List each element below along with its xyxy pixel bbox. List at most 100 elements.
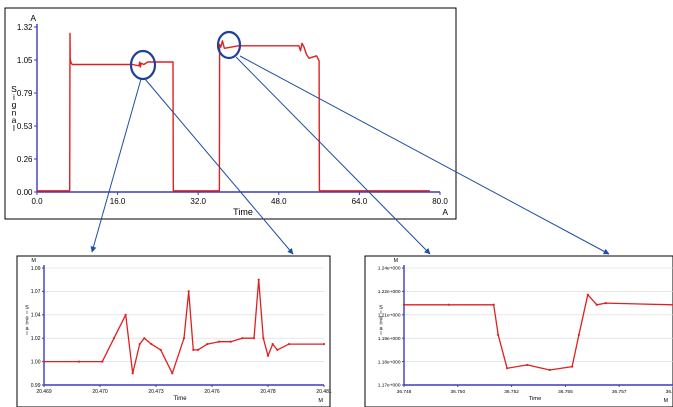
right-data-point — [402, 303, 406, 306]
right-x-tick-label: 36.755 — [558, 389, 573, 395]
left-data-point — [262, 337, 265, 340]
left-data-point — [206, 342, 209, 346]
left-x-tick-label: 20.481 — [316, 389, 332, 395]
right-data-point — [577, 333, 580, 336]
right-data-point — [595, 303, 598, 306]
zoom-callout-circle-2 — [216, 30, 242, 60]
right-data-point — [447, 303, 450, 306]
right-data-point — [526, 363, 529, 367]
zoom-connector-arrow — [235, 56, 431, 255]
right-data-point — [586, 293, 589, 296]
right-x-tick-label: 36.752 — [504, 389, 519, 395]
left-data-point — [171, 372, 174, 375]
left-y-tick-label: 1.09 — [31, 266, 41, 272]
left-data-point — [229, 340, 232, 343]
right-x-tick-label: 36.757 — [612, 389, 627, 395]
left-data-point — [252, 337, 256, 340]
main-x-tick-label: 80.0 — [432, 197, 448, 206]
right-y-tick-label: 1.24e+000 — [378, 266, 401, 272]
left-data-point — [196, 348, 200, 351]
left-data-point — [271, 342, 274, 346]
left-data-point — [287, 342, 291, 346]
left-data-point — [138, 342, 141, 346]
left-data-point — [42, 360, 46, 363]
right-x-tick-label: 36.760 — [666, 389, 673, 395]
main-y-tick-label: 0.00 — [17, 188, 33, 197]
right-data-point — [492, 303, 495, 306]
left-data-point — [266, 354, 270, 357]
left-x-tick-label: 20.473 — [148, 389, 164, 395]
right-data-point — [548, 368, 551, 372]
left-x-tick-label: 20.478 — [260, 389, 276, 395]
right-y-tick-label: 1.21e+000 — [378, 312, 401, 318]
right-x-tick-label: 36.750 — [450, 389, 465, 395]
left-data-point — [257, 278, 260, 281]
main-x-tick-label: 64.0 — [352, 197, 368, 206]
right-x-unit: M — [664, 398, 668, 404]
right-data-point — [497, 333, 500, 336]
main-y-unit: A — [30, 13, 36, 23]
zoom-right-frame — [364, 255, 673, 407]
left-data-point — [143, 337, 146, 340]
left-data-point — [217, 340, 221, 343]
zoom-connector-arrow — [90, 78, 142, 253]
left-y-tick-label: 1.04 — [31, 313, 41, 319]
left-data-point — [187, 290, 190, 293]
main-signal-line — [37, 32, 430, 192]
right-y-tick-label: 1.22e+000 — [378, 289, 401, 295]
main-chart-frame — [4, 7, 457, 220]
main-y-tick-label: 0.26 — [17, 155, 33, 164]
left-data-point — [112, 337, 116, 340]
left-y-tick-label: 1.00 — [31, 359, 41, 365]
right-data-point — [604, 302, 607, 305]
zoom-connector-arrow — [144, 78, 294, 255]
zoom-connector-arrow — [239, 55, 610, 255]
right-y-unit: M — [394, 258, 398, 264]
left-data-point — [101, 360, 104, 363]
left-data-point — [241, 337, 244, 340]
main-x-tick-label: 32.0 — [190, 197, 206, 206]
left-data-point — [322, 342, 326, 346]
left-x-unit: M — [318, 398, 323, 404]
main-y-tick-label: 1.32 — [17, 23, 33, 32]
left-y-tick-label: 0.99 — [31, 383, 41, 389]
left-data-point — [276, 348, 279, 351]
zoom-left-frame — [16, 255, 331, 407]
main-x-tick-label: 0.0 — [31, 197, 43, 206]
main-x-tick-label: 16.0 — [110, 197, 126, 206]
left-x-tick-label: 20.469 — [36, 389, 52, 395]
left-data-point — [192, 348, 195, 351]
main-x-axis-label: Time — [233, 207, 253, 217]
right-data-point — [571, 365, 574, 368]
left-y-tick-label: 1.07 — [31, 289, 41, 295]
main-chart: 0.00 0.26 0.53 0.79 1.05 1.32 0.0 16.0 32.0 48.0 6… — [11, 13, 448, 217]
main-x-tick-label: 48.0 — [271, 197, 287, 206]
left-data-point — [182, 337, 186, 340]
main-y-tick-label: 0.79 — [17, 89, 33, 98]
zoom-left-chart: 0.99 1.00 1.02 1.04 1.07 1.09 20.469 20.470 20.4… — [25, 258, 332, 404]
left-data-point — [77, 360, 81, 363]
left-data-point — [124, 313, 127, 316]
callout-overlay — [90, 30, 610, 255]
main-y-tick-label: 1.05 — [17, 56, 33, 65]
right-y-tick-label: 1.18e+000 — [378, 359, 401, 365]
zoom-right-chart: 1.17e+000 1.18e+000 1.19e+000 1.21e+000 1.22… — [378, 258, 673, 404]
left-data-point — [159, 348, 162, 351]
left-y-tick-label: 1.02 — [31, 336, 41, 342]
left-y-unit: M — [31, 258, 36, 264]
right-data-point — [506, 367, 509, 370]
left-data-point — [131, 372, 134, 375]
main-x-unit: A — [442, 207, 448, 217]
main-y-tick-label: 0.53 — [17, 122, 33, 131]
right-x-tick-label: 36.748 — [397, 389, 412, 395]
right-x-axis-label: Time — [529, 396, 542, 402]
left-x-axis-label: Time — [173, 396, 187, 402]
left-x-tick-label: 20.476 — [204, 389, 220, 395]
right-y-tick-label: 1.17e+000 — [378, 383, 401, 389]
left-data-point — [150, 342, 153, 346]
right-y-tick-label: 1.19e+000 — [378, 336, 401, 342]
